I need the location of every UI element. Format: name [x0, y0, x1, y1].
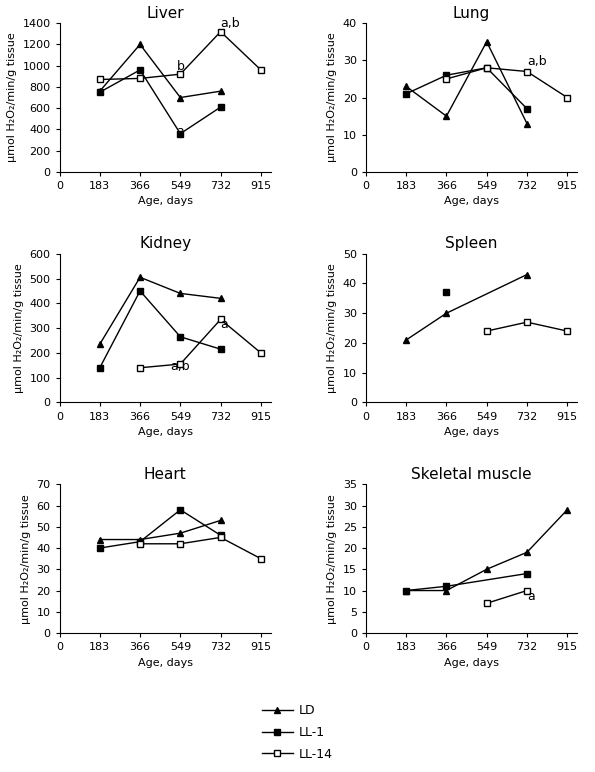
X-axis label: Age, days: Age, days	[444, 197, 499, 206]
Y-axis label: μmol H₂O₂/min/g tissue: μmol H₂O₂/min/g tissue	[21, 494, 31, 624]
X-axis label: Age, days: Age, days	[444, 427, 499, 437]
Text: a,b: a,b	[221, 16, 240, 29]
Text: a: a	[177, 125, 184, 138]
X-axis label: Age, days: Age, days	[137, 427, 193, 437]
Text: b: b	[176, 60, 184, 73]
X-axis label: Age, days: Age, days	[137, 658, 193, 668]
Text: a: a	[221, 317, 228, 330]
X-axis label: Age, days: Age, days	[137, 197, 193, 206]
Y-axis label: μmol H₂O₂/min/g tissue: μmol H₂O₂/min/g tissue	[327, 263, 337, 393]
Title: Heart: Heart	[144, 467, 186, 482]
Title: Skeletal muscle: Skeletal muscle	[411, 467, 532, 482]
Y-axis label: μmol H₂O₂/min/g tissue: μmol H₂O₂/min/g tissue	[14, 263, 24, 393]
Y-axis label: μmol H₂O₂/min/g tissue: μmol H₂O₂/min/g tissue	[327, 32, 337, 162]
Title: Liver: Liver	[146, 5, 184, 21]
Title: Lung: Lung	[453, 5, 490, 21]
Text: a,b: a,b	[527, 55, 547, 68]
Title: Kidney: Kidney	[139, 236, 191, 251]
Y-axis label: μmol H₂O₂/min/g tissue: μmol H₂O₂/min/g tissue	[327, 494, 337, 624]
Legend: LD, LL-1, LL-14: LD, LL-1, LL-14	[257, 699, 338, 766]
Text: a,b: a,b	[171, 360, 190, 373]
Y-axis label: μmol H₂O₂/min/g tissue: μmol H₂O₂/min/g tissue	[7, 32, 17, 162]
X-axis label: Age, days: Age, days	[444, 658, 499, 668]
Title: Spleen: Spleen	[445, 236, 497, 251]
Text: a: a	[527, 591, 535, 603]
